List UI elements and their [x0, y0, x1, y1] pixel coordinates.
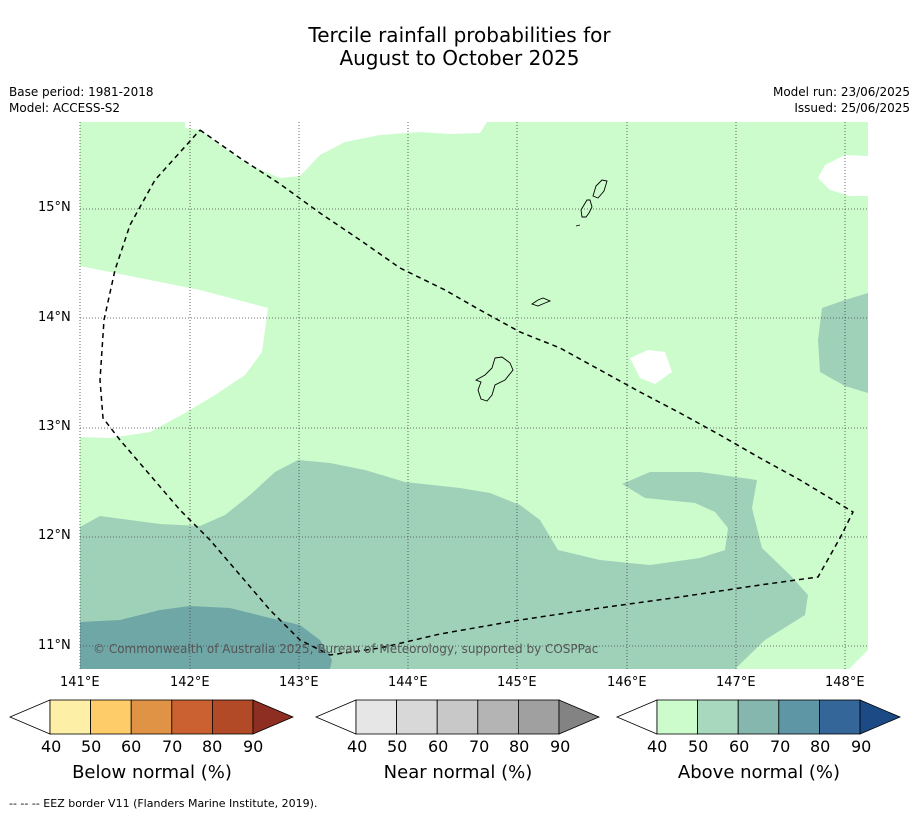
near-tick-label: 40 — [347, 737, 368, 756]
near-tick-label: 50 — [387, 737, 408, 756]
colorbar-below-normal — [8, 699, 295, 735]
near-colorbar-segment — [518, 699, 560, 735]
above-tick-label: 70 — [770, 737, 791, 756]
above-colorbar-upper-arrow — [859, 699, 902, 735]
below-colorbar-segment — [171, 699, 213, 735]
chart-title-line2: August to October 2025 — [339, 46, 580, 70]
above-colorbar-segment — [737, 699, 780, 735]
no-signal-region-north — [185, 122, 487, 178]
lon-tick-label: 146°E — [607, 675, 647, 690]
lat-tick-label: 13°N — [38, 419, 71, 434]
above-normal-70-region — [80, 606, 332, 669]
no-signal-region-southeast — [849, 650, 868, 669]
graticule — [79, 122, 868, 669]
lon-tick-label: 147°E — [716, 675, 756, 690]
near-colorbar-segment — [396, 699, 438, 735]
above-tick-label: 40 — [647, 737, 668, 756]
above-colorbar-segment — [656, 699, 698, 735]
no-signal-region-west — [80, 266, 268, 438]
above-normal-label: Above normal (%) — [677, 762, 841, 783]
no-signal-region-northeast — [818, 155, 868, 196]
below-tick-label: 60 — [121, 737, 142, 756]
colorbar-near-normal — [314, 699, 601, 735]
lat-tick-label: 11°N — [38, 638, 71, 653]
below-colorbar-segment — [49, 699, 91, 735]
above-colorbar-lower-arrow — [615, 699, 658, 735]
below-tick-label: 40 — [41, 737, 62, 756]
below-colorbar-lower-arrow — [8, 699, 51, 735]
below-tick-label: 50 — [81, 737, 102, 756]
no-signal-region-east — [630, 350, 672, 384]
above-tick-label: 80 — [810, 737, 831, 756]
above-tick-label: 60 — [729, 737, 750, 756]
model-run: Model run: 23/06/2025 — [772, 85, 910, 99]
below-tick-label: 70 — [162, 737, 183, 756]
coastlines — [474, 179, 608, 402]
near-colorbar-upper-arrow — [558, 699, 601, 735]
below-colorbar-segment — [211, 699, 254, 735]
near-tick-label: 90 — [550, 737, 571, 756]
near-tick-label: 80 — [509, 737, 530, 756]
lon-tick-label: 145°E — [497, 675, 537, 690]
colorbar-above-normal — [615, 699, 902, 735]
rota-island — [530, 297, 552, 307]
near-normal-label: Near normal (%) — [383, 762, 533, 783]
colorbars — [8, 699, 902, 735]
below-tick-label: 90 — [243, 737, 264, 756]
lat-tick-label: 15°N — [38, 200, 71, 215]
below-colorbar-segment — [90, 699, 132, 735]
probability-map — [79, 122, 868, 669]
chart-title-line1: Tercile rainfall probabilities for — [308, 23, 611, 47]
above-colorbar-segment — [697, 699, 739, 735]
base-period: Base period: 1981-2018 — [9, 85, 154, 99]
aguijan-island — [575, 224, 581, 227]
saipan-island — [592, 179, 608, 199]
lon-tick-label: 141°E — [60, 675, 100, 690]
lon-tick-label: 142°E — [170, 675, 210, 690]
guam-island — [474, 356, 514, 402]
near-tick-label: 70 — [469, 737, 490, 756]
issued-date: Issued: 25/06/2025 — [794, 101, 910, 115]
lon-tick-label: 144°E — [388, 675, 428, 690]
above-tick-label: 50 — [688, 737, 709, 756]
below-normal-label: Below normal (%) — [72, 762, 232, 783]
below-colorbar-segment — [130, 699, 173, 735]
above-tick-label: 90 — [851, 737, 872, 756]
near-colorbar-segment — [477, 699, 519, 735]
copyright-notice: © Commonwealth of Australia 2025, Bureau… — [93, 642, 599, 656]
eez-footnote: -- -- -- EEZ border V11 (Flanders Marine… — [9, 797, 318, 810]
below-colorbar-upper-arrow — [252, 699, 295, 735]
above-colorbar-segment — [819, 699, 861, 735]
below-tick-label: 80 — [202, 737, 223, 756]
lat-tick-label: 12°N — [38, 528, 71, 543]
tinian-island — [580, 199, 593, 218]
near-colorbar-segment — [436, 699, 479, 735]
above-colorbar-segment — [778, 699, 820, 735]
lon-tick-label: 143°E — [279, 675, 319, 690]
model-name: Model: ACCESS-S2 — [9, 101, 121, 115]
near-tick-label: 60 — [428, 737, 449, 756]
lon-tick-label: 148°E — [825, 675, 865, 690]
lat-tick-label: 14°N — [38, 310, 71, 325]
near-colorbar-segment — [355, 699, 397, 735]
near-colorbar-lower-arrow — [314, 699, 357, 735]
eez-border — [99, 129, 854, 656]
